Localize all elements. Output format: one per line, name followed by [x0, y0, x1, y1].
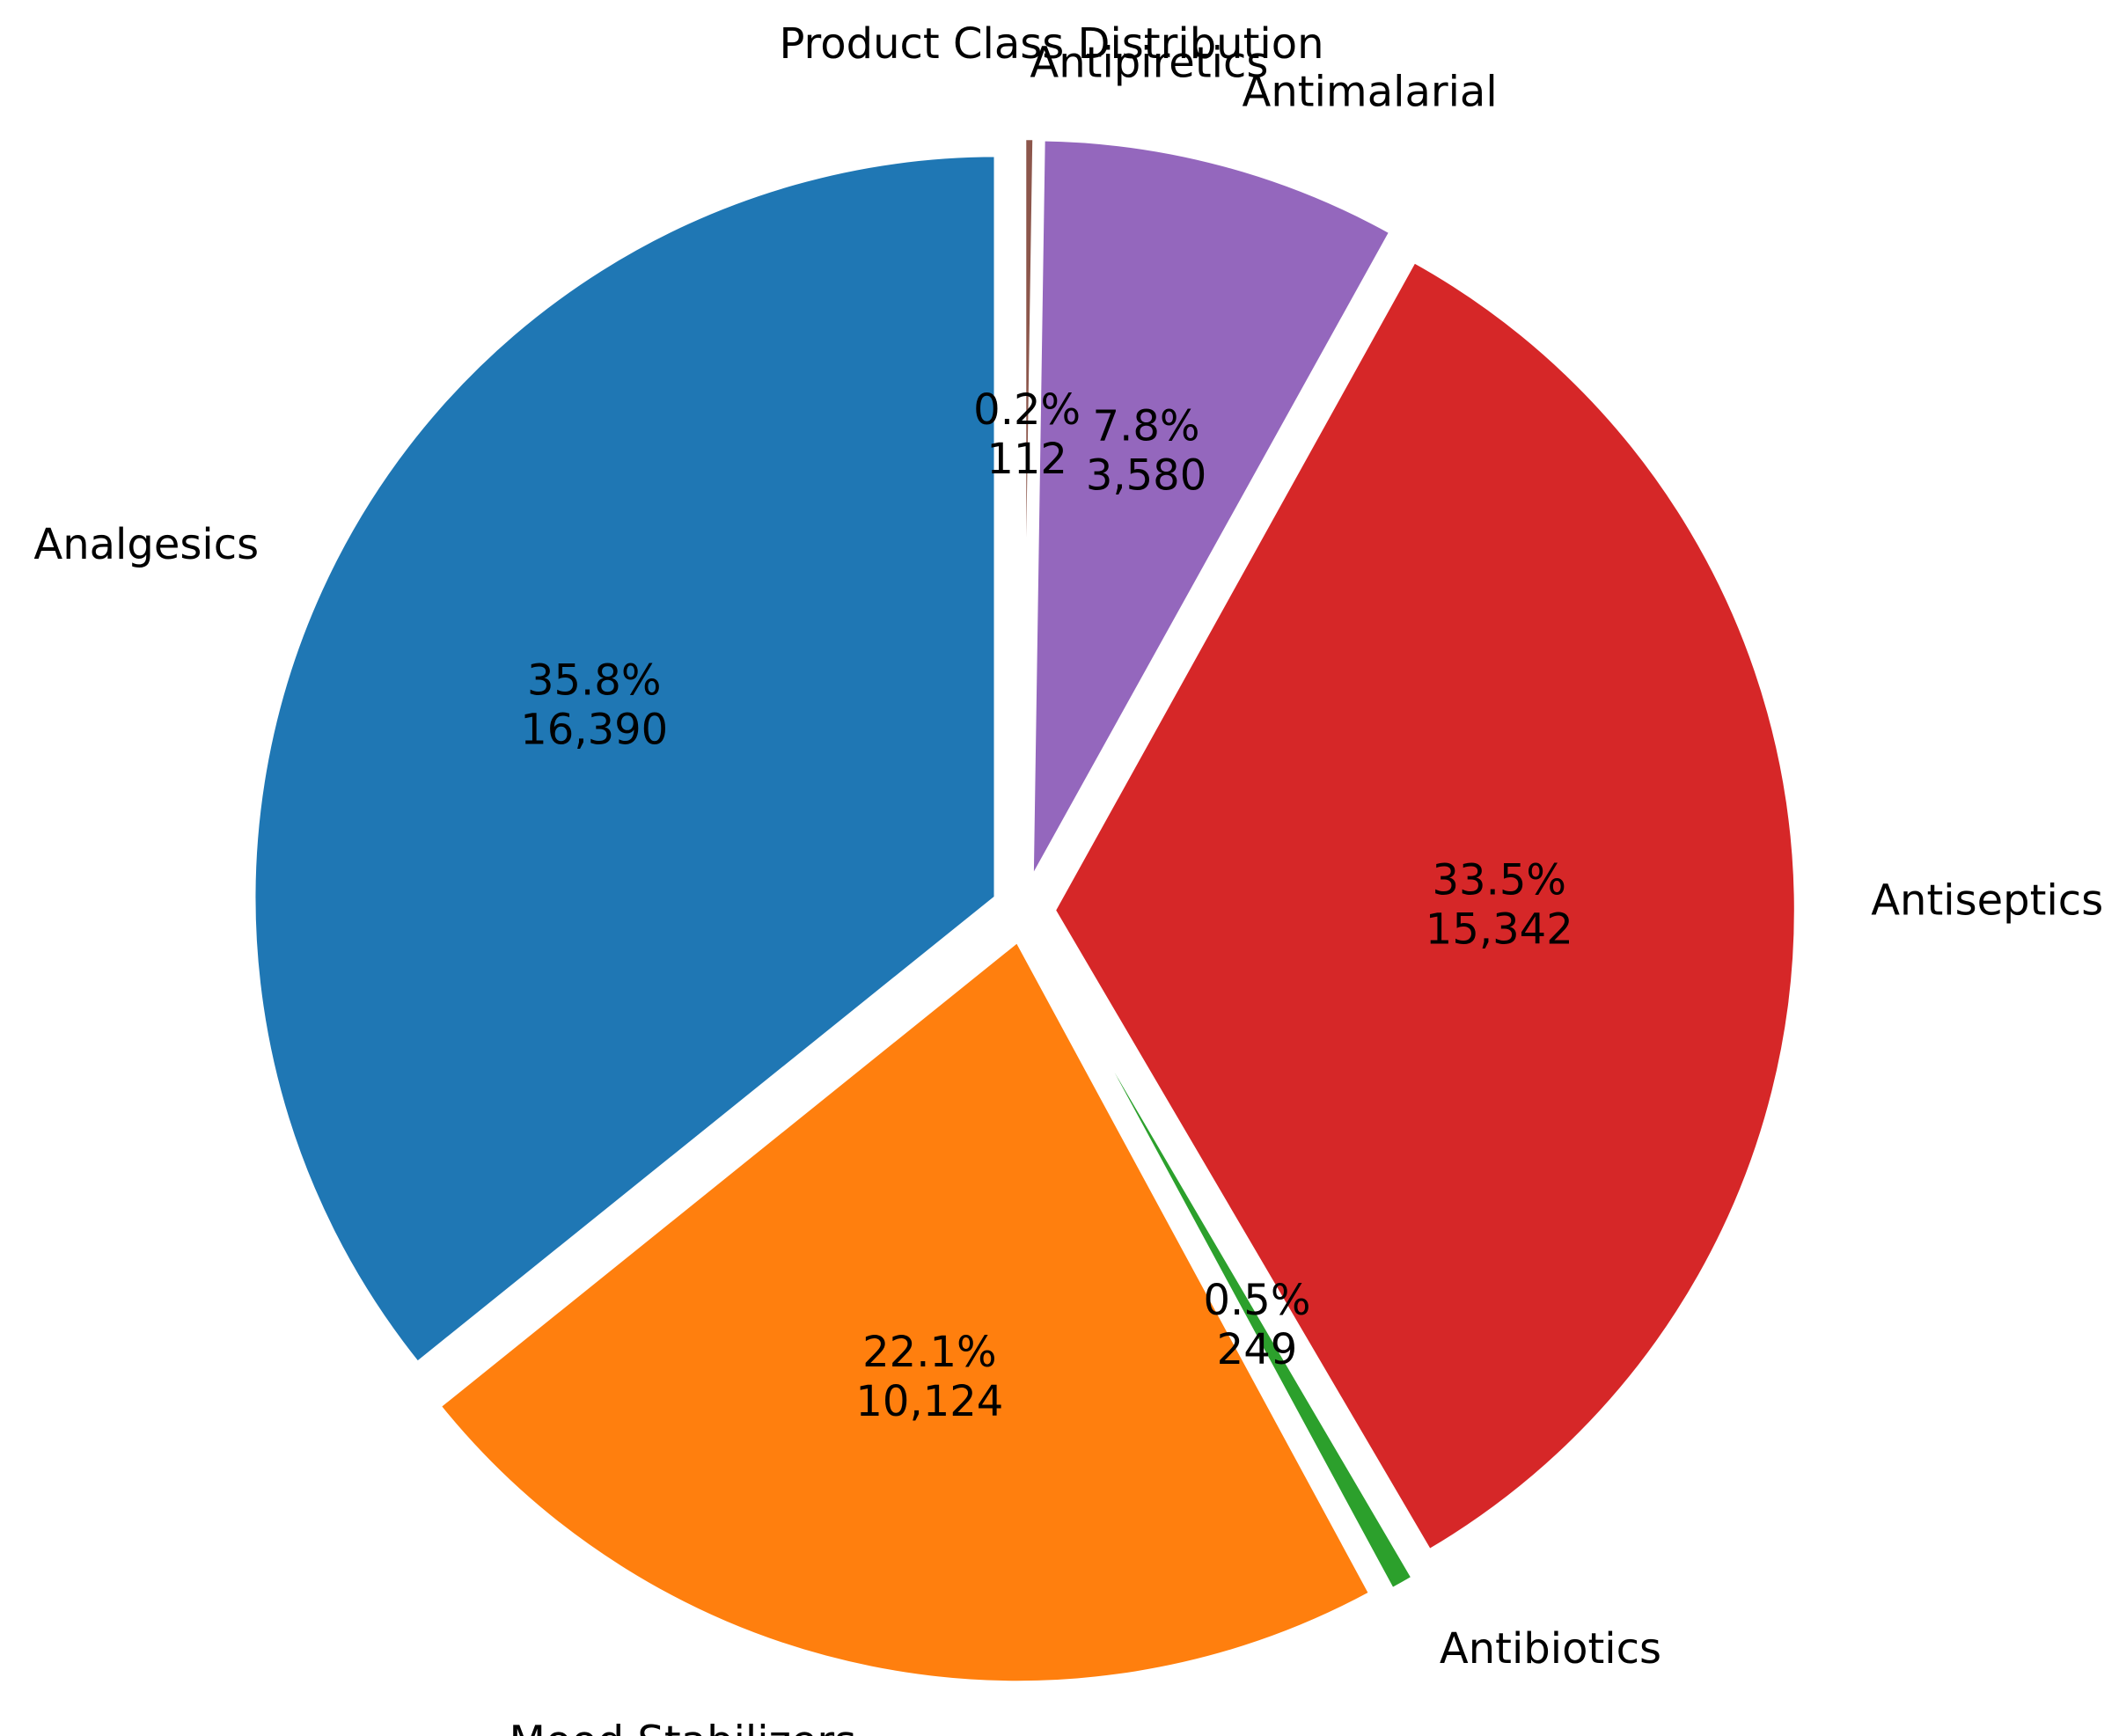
chart-title: Product Class Distribution — [779, 19, 1323, 69]
value-label-antibiotics: 249 — [1217, 1325, 1298, 1374]
pie-slice-antibiotics — [1035, 934, 1417, 1593]
pie-slice-analgesics — [250, 151, 1000, 1367]
value-label-mood-stabilizers: 10,124 — [855, 1377, 1003, 1426]
pie-labels: Analgesics 35.8%16,390 Mood Stabilizers 22.… — [33, 39, 2103, 1736]
percent-label-mood-stabilizers: 22.1% — [862, 1328, 996, 1377]
percent-label-antimalarial: 7.8% — [1093, 402, 1200, 451]
category-label-antipiretics: Antipiretics — [1030, 39, 1268, 88]
value-label-antipiretics: 112 — [986, 435, 1067, 484]
pie-slices — [250, 135, 1800, 1687]
percent-label-antiseptics: 33.5% — [1433, 856, 1566, 905]
category-label-antiseptics: Antiseptics — [1871, 876, 2103, 926]
percent-label-antibiotics: 0.5% — [1203, 1276, 1310, 1325]
value-label-analgesics: 16,390 — [520, 705, 668, 754]
value-label-antiseptics: 15,342 — [1426, 905, 1573, 955]
pie-slice-antiseptics — [1050, 257, 1800, 1555]
pie-slice-mood-stabilizers — [436, 937, 1375, 1687]
category-label-antibiotics: Antibiotics — [1440, 1624, 1661, 1674]
value-label-antimalarial: 3,580 — [1086, 451, 1206, 501]
category-label-mood-stabilizers: Mood Stabilizers — [510, 1717, 857, 1736]
pie-slice-antimalarial — [1028, 136, 1395, 885]
percent-label-analgesics: 35.8% — [527, 656, 661, 705]
category-label-analgesics: Analgesics — [33, 520, 259, 569]
category-label-antimalarial: Antimalarial — [1243, 67, 1498, 116]
percent-label-antipiretics: 0.2% — [973, 385, 1081, 435]
pie-slice-antipiretics — [1021, 135, 1038, 884]
